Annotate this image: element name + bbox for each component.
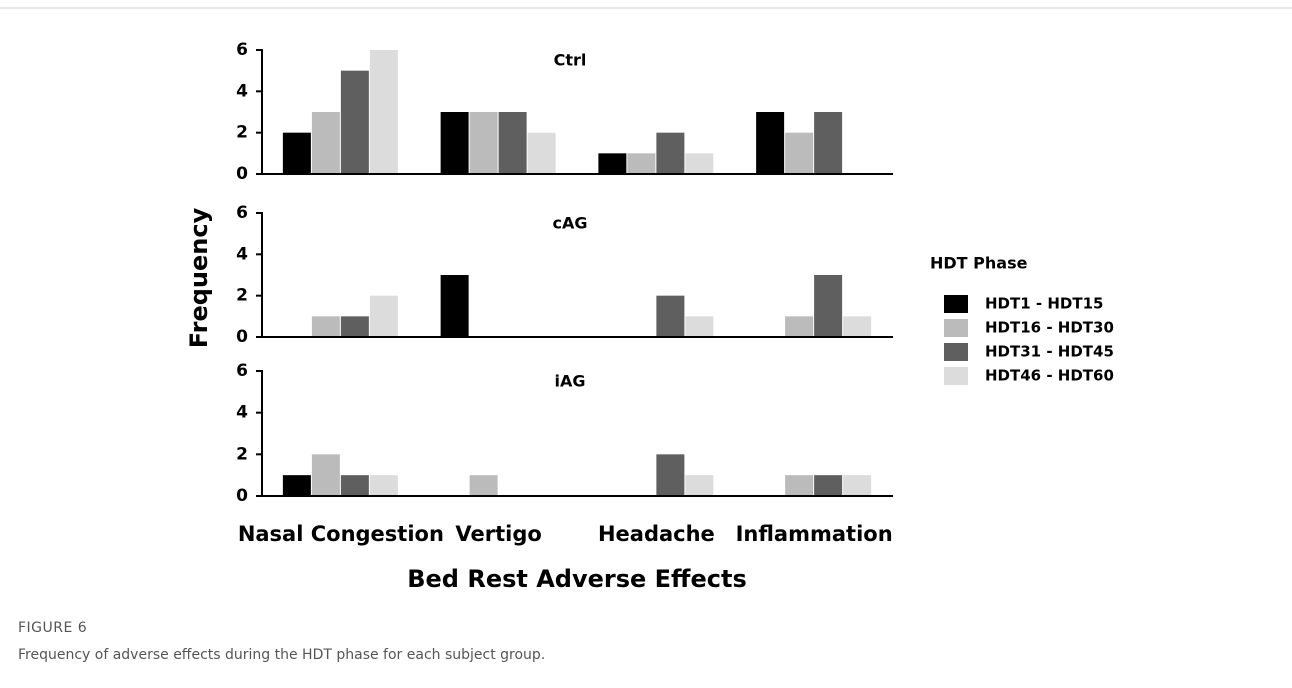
bar bbox=[369, 50, 398, 174]
x-tick-label: Inflammation bbox=[736, 522, 893, 546]
bar bbox=[440, 275, 469, 337]
y-tick-label: 4 bbox=[236, 244, 248, 264]
y-tick-label: 0 bbox=[236, 164, 248, 184]
bar bbox=[843, 316, 872, 337]
bar bbox=[340, 70, 369, 174]
bar bbox=[282, 475, 311, 496]
bar bbox=[843, 475, 872, 496]
bar bbox=[440, 112, 469, 174]
bar bbox=[785, 316, 814, 337]
legend-swatch bbox=[944, 295, 968, 313]
legend-label: HDT31 - HDT45 bbox=[985, 343, 1114, 361]
legend-label: HDT16 - HDT30 bbox=[985, 319, 1114, 337]
bar bbox=[598, 153, 627, 174]
y-tick-label: 4 bbox=[236, 81, 248, 101]
x-tick-label: Nasal Congestion bbox=[238, 522, 444, 546]
y-tick-label: 6 bbox=[236, 361, 248, 381]
bar bbox=[469, 112, 498, 174]
bar bbox=[685, 475, 714, 496]
y-tick-label: 2 bbox=[236, 123, 248, 143]
bar bbox=[282, 132, 311, 174]
bar bbox=[627, 153, 656, 174]
figure-caption: Frequency of adverse effects during the … bbox=[18, 647, 545, 663]
bar bbox=[785, 475, 814, 496]
legend-title: HDT Phase bbox=[930, 254, 1028, 273]
bar bbox=[756, 112, 785, 174]
bar bbox=[656, 132, 685, 174]
y-tick-label: 2 bbox=[236, 444, 248, 464]
figure-label: FIGURE 6 bbox=[18, 620, 87, 636]
bar bbox=[498, 112, 527, 174]
y-axis-label: Frequency bbox=[185, 207, 213, 348]
bar bbox=[814, 112, 843, 174]
bar bbox=[311, 454, 340, 496]
panel-title: iAG bbox=[555, 372, 586, 391]
x-tick-label: Vertigo bbox=[455, 522, 541, 546]
bar bbox=[656, 454, 685, 496]
bar bbox=[311, 316, 340, 337]
bar bbox=[369, 475, 398, 496]
bar bbox=[685, 153, 714, 174]
bar bbox=[656, 295, 685, 337]
legend-swatch bbox=[944, 319, 968, 337]
bar bbox=[340, 475, 369, 496]
x-tick-label: Headache bbox=[598, 522, 715, 546]
bar bbox=[340, 316, 369, 337]
bar bbox=[814, 475, 843, 496]
legend-label: HDT1 - HDT15 bbox=[985, 295, 1103, 313]
bar bbox=[311, 112, 340, 174]
legend-swatch bbox=[944, 343, 968, 361]
y-tick-label: 2 bbox=[236, 286, 248, 306]
panel-title: cAG bbox=[553, 214, 588, 233]
y-tick-label: 0 bbox=[236, 327, 248, 347]
bar bbox=[814, 275, 843, 337]
bar bbox=[527, 132, 556, 174]
panel-title: Ctrl bbox=[554, 51, 587, 70]
y-tick-label: 4 bbox=[236, 403, 248, 423]
bar bbox=[785, 132, 814, 174]
bar bbox=[469, 475, 498, 496]
x-axis-label: Bed Rest Adverse Effects bbox=[407, 565, 747, 593]
y-tick-label: 0 bbox=[236, 486, 248, 506]
legend-swatch bbox=[944, 367, 968, 385]
legend-label: HDT46 - HDT60 bbox=[985, 367, 1114, 385]
y-tick-label: 6 bbox=[236, 40, 248, 60]
y-tick-label: 6 bbox=[236, 203, 248, 223]
bar bbox=[685, 316, 714, 337]
bar bbox=[369, 295, 398, 337]
